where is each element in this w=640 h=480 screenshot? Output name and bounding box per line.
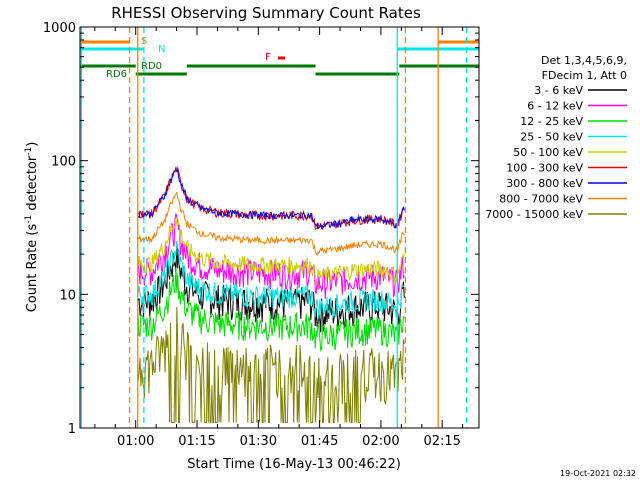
legend-label: 300 - 800 keV <box>506 177 583 190</box>
rd6-flag-label: RD6 <box>106 69 127 80</box>
legend-label: 25 - 50 keV <box>520 131 583 144</box>
legend-header-line-1: Det 1,3,4,5,6,9, <box>541 54 627 67</box>
series-layer <box>137 166 405 423</box>
axes: 1 10 100 1000 01:00 01:15 01:30 01:45 02:00 02:15 <box>43 21 480 449</box>
series-line <box>137 168 405 230</box>
x-tick-label: 02:00 <box>362 434 399 449</box>
y-tick-label: 10 <box>59 288 76 303</box>
instrument-flags: SNFRD0RD6 <box>80 36 479 80</box>
series-line <box>137 306 405 423</box>
x-axis-label: Start Time (16-May-13 00:46:22) <box>187 457 401 472</box>
y-axis-label: Count Rate (s-1 detector-1) <box>24 142 40 313</box>
legend-label: 100 - 300 keV <box>506 162 583 175</box>
legend-label: 3 - 6 keV <box>534 84 583 97</box>
rd0-flag-label: RD0 <box>141 61 162 72</box>
series-line <box>137 213 405 300</box>
legend: Det 1,3,4,5,6,9, FDecim 1, Att 0 3 - 6 k… <box>485 54 627 221</box>
x-tick-label: 01:30 <box>240 434 277 449</box>
legend-label: 800 - 7000 keV <box>499 193 583 206</box>
legend-label: 50 - 100 keV <box>513 146 583 159</box>
y-tick-label: 100 <box>51 155 76 170</box>
flare-flag-label: F <box>265 52 271 63</box>
x-tick-label: 01:00 <box>117 434 154 449</box>
legend-header-line-2: FDecim 1, Att 0 <box>542 69 627 82</box>
legend-label: 6 - 12 keV <box>527 100 583 113</box>
generated-date: 19-Oct-2021 02:32 <box>560 469 636 478</box>
x-tick-label: 02:15 <box>423 434 460 449</box>
y-tick-label: 1000 <box>43 21 76 36</box>
x-tick-label: 01:15 <box>178 434 215 449</box>
chart-title: RHESSI Observing Summary Count Rates <box>111 4 421 22</box>
series-line <box>137 241 405 320</box>
series-line <box>137 267 405 352</box>
night-flag-label: N <box>158 44 165 55</box>
plot-frame <box>79 26 480 429</box>
y-tick-label: 1 <box>68 422 76 437</box>
legend-label: 12 - 25 keV <box>520 115 583 128</box>
series-line <box>137 191 405 257</box>
series-line <box>137 218 405 286</box>
x-tick-label: 01:45 <box>301 434 338 449</box>
vertical-markers <box>80 27 468 428</box>
legend-label: 7000 - 15000 keV <box>485 208 583 221</box>
